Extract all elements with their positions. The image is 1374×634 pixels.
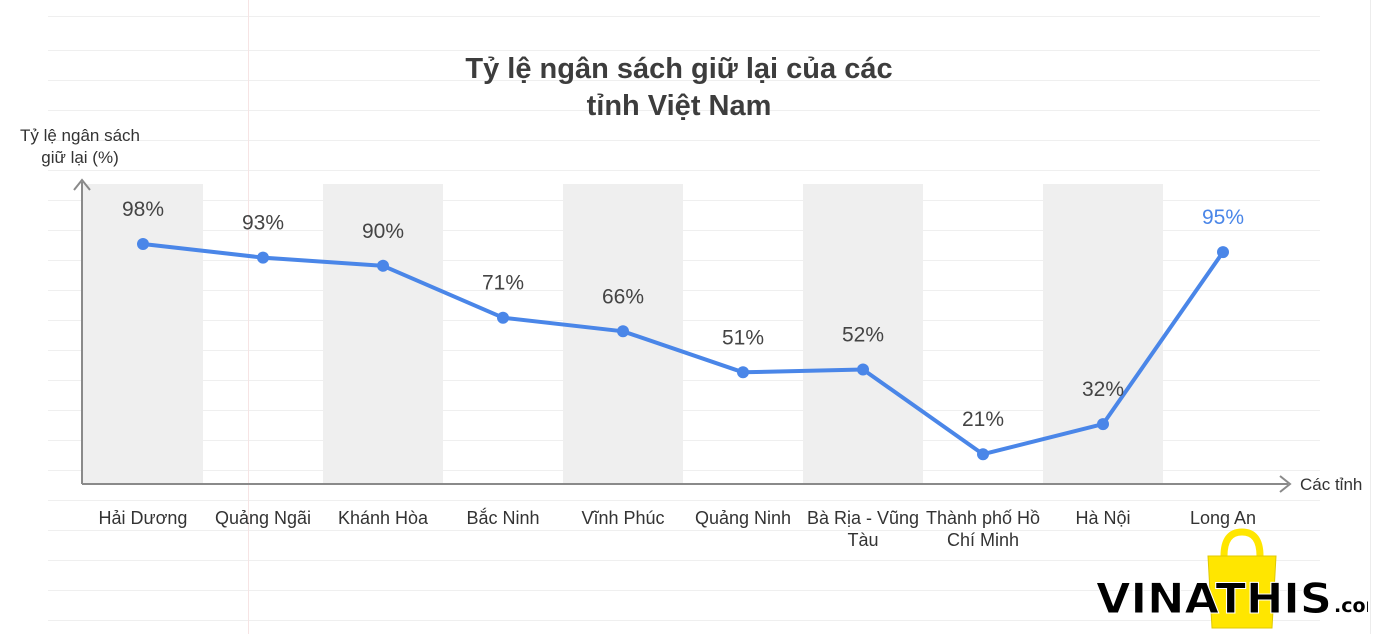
data-point <box>257 251 269 264</box>
y-axis-arrow <box>73 178 91 191</box>
category-label: Hà Nội <box>1075 508 1130 528</box>
data-point <box>137 238 149 250</box>
value-label: 71% <box>482 272 524 295</box>
value-labels: 98% 93% 90% 71% 66% 51% 52% 21% 32% 95% <box>122 198 1244 431</box>
data-point <box>497 311 509 324</box>
data-points <box>137 238 1229 461</box>
category-label: Vĩnh Phúc <box>581 508 664 528</box>
data-point <box>1217 246 1229 259</box>
data-point <box>1097 418 1109 431</box>
value-label: 51% <box>722 326 764 349</box>
category-label: Quảng Ngãi <box>215 508 311 528</box>
value-label: 93% <box>242 212 284 235</box>
column-band <box>1043 184 1163 484</box>
notebook-margin-line <box>248 0 249 634</box>
vinathis-logo: VINATHIS .com <box>1096 528 1368 629</box>
x-axis-title: Các tỉnh <box>1300 475 1362 494</box>
y-axis-title-line-1: Tỷ lệ ngân sách <box>20 126 140 145</box>
value-label: 98% <box>122 198 164 221</box>
data-point <box>377 259 389 272</box>
data-point <box>857 363 869 376</box>
value-label: 21% <box>962 408 1004 431</box>
series-line <box>141 242 1225 457</box>
category-labels: Hải Dương Quảng Ngãi Khánh Hòa Bắc Ninh Vĩnh… <box>99 507 1256 550</box>
brand-name: VINATHIS <box>1096 574 1332 623</box>
notebook-right-edge <box>1370 0 1371 634</box>
column-band <box>323 184 443 484</box>
data-point <box>617 325 629 338</box>
y-axis-title-line-2: giữ lại (%) <box>41 148 119 167</box>
shopping-bag-icon <box>1207 528 1277 629</box>
x-axis-arrow <box>1279 475 1292 493</box>
data-point <box>977 448 989 461</box>
value-label: 32% <box>1082 378 1124 401</box>
value-label: 90% <box>362 220 404 243</box>
brand-suffix: .com <box>1334 595 1368 617</box>
value-label: 66% <box>602 285 644 308</box>
category-label: Bắc Ninh <box>466 507 539 528</box>
category-label: Quảng Ninh <box>695 508 791 528</box>
category-label: Khánh Hòa <box>338 508 429 528</box>
category-label: Hải Dương <box>99 508 188 528</box>
value-label: 95% <box>1202 206 1244 229</box>
chart-title-line-2: tỉnh Việt Nam <box>587 90 772 122</box>
column-band <box>803 184 923 484</box>
category-label: Long An <box>1190 508 1256 528</box>
chart-title-line-1: Tỷ lệ ngân sách giữ lại của các <box>465 53 892 85</box>
category-label: Chí Minh <box>947 530 1019 550</box>
category-label: Bà Rịa - Vũng <box>807 508 919 528</box>
column-band <box>83 184 203 484</box>
data-point <box>737 366 749 379</box>
category-label: Thành phố Hồ <box>926 508 1040 528</box>
value-label: 52% <box>842 324 884 347</box>
category-label: Tàu <box>847 530 878 550</box>
